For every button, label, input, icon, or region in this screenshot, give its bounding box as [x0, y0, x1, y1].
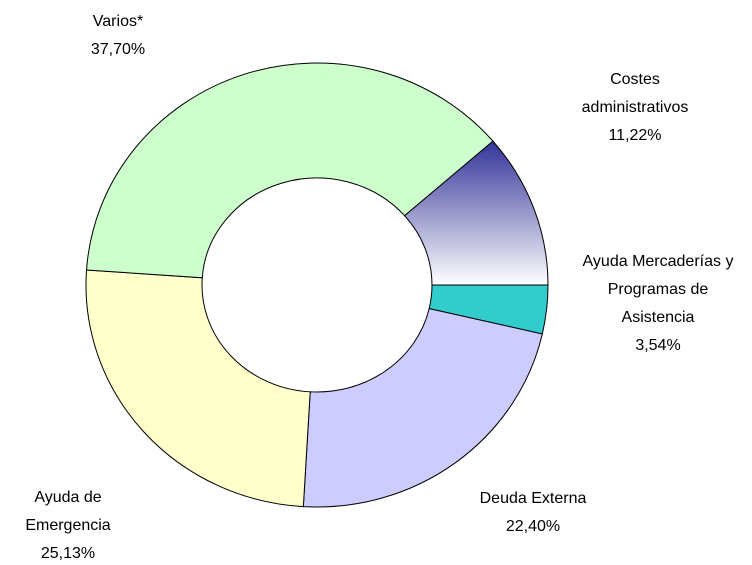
- donut-slice: [302, 308, 543, 508]
- value-label: 11,22%: [608, 127, 662, 144]
- category-label: Varios*: [92, 13, 144, 30]
- category-label: Costes administrativos: [581, 71, 689, 116]
- value-label: 37,70%: [90, 41, 146, 58]
- slice-label: Ayuda Mercaderías y Programas de Asisten…: [582, 248, 734, 360]
- category-label: Deuda Externa: [479, 490, 587, 507]
- donut-slice: [85, 269, 311, 508]
- category-label: Ayuda Mercaderías y Programas de Asisten…: [582, 253, 734, 326]
- value-label: 3,54%: [635, 337, 681, 354]
- category-label: Ayuda de Emergencia: [25, 489, 111, 534]
- slice-label: Deuda Externa 22,40%: [433, 485, 633, 541]
- value-label: 22,40%: [505, 518, 561, 535]
- value-label: 25,13%: [40, 545, 96, 562]
- slice-label: Ayuda de Emergencia 25,13%: [18, 484, 118, 565]
- donut-slice: [85, 62, 494, 279]
- slice-label: Costes administrativos 11,22%: [565, 66, 705, 150]
- slice-label: Varios* 37,70%: [58, 8, 178, 64]
